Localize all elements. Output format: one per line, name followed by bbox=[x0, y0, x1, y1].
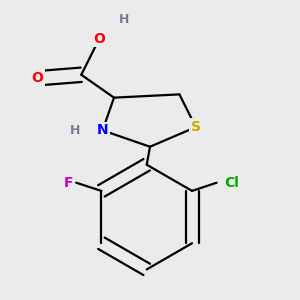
Text: H: H bbox=[70, 124, 80, 137]
Text: Cl: Cl bbox=[224, 176, 239, 190]
Text: F: F bbox=[64, 176, 74, 190]
Text: S: S bbox=[191, 120, 201, 134]
Text: H: H bbox=[118, 13, 129, 26]
Text: O: O bbox=[93, 32, 105, 46]
Text: O: O bbox=[31, 71, 43, 85]
Text: N: N bbox=[97, 123, 108, 137]
